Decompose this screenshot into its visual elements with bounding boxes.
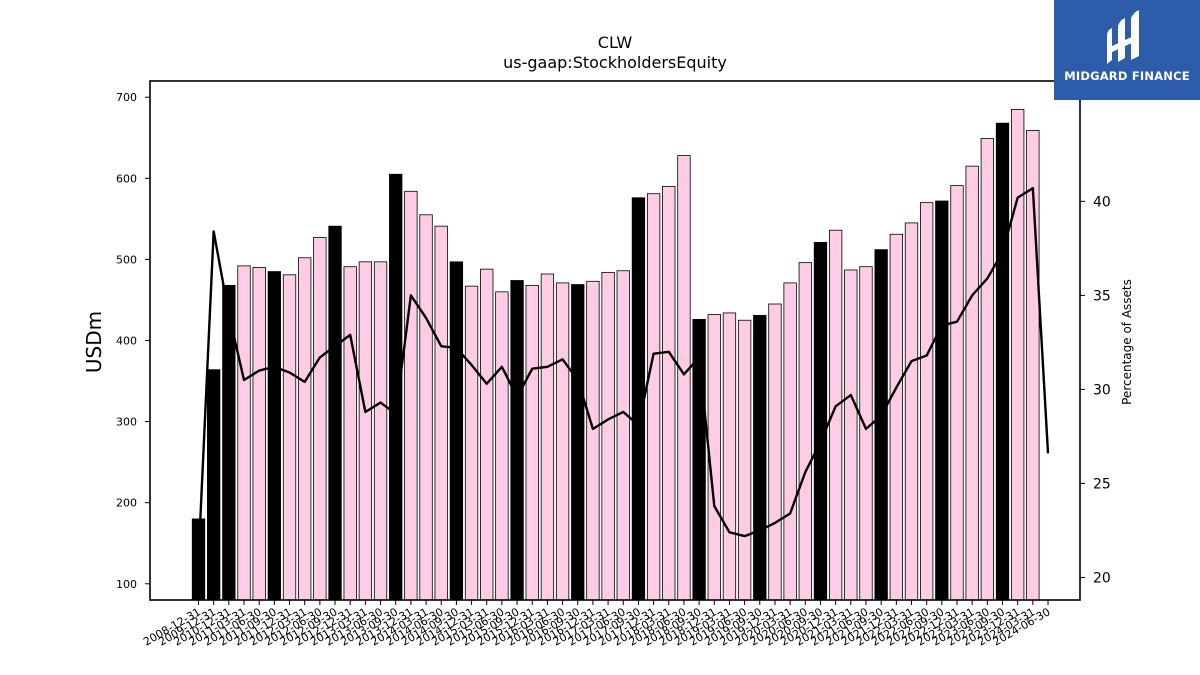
bar [874, 249, 888, 601]
bar [889, 233, 903, 601]
line-series [197, 186, 1050, 559]
y2-axis-label: Percentage of Assets [1120, 279, 1134, 405]
bar [813, 241, 828, 601]
bar [646, 193, 661, 601]
bar [737, 319, 752, 601]
y-tick-label: 300 [116, 416, 137, 429]
bar [859, 266, 873, 601]
bar [540, 273, 555, 601]
y-tick-label: 600 [116, 172, 137, 185]
bar [191, 518, 206, 601]
y-tick-label: 400 [116, 335, 137, 348]
bar [555, 282, 570, 601]
bar [282, 274, 297, 601]
bar [313, 237, 327, 601]
bar [571, 284, 585, 601]
bar [798, 262, 812, 601]
y-axis-left: 100 200 300 400 500 600 700 [116, 91, 150, 591]
bar [753, 314, 767, 601]
bar [328, 225, 342, 601]
y-axis-right: 20 25 30 35 40 [1080, 194, 1111, 586]
bar [904, 222, 919, 601]
bar [267, 271, 282, 601]
y-tick-label: 700 [116, 91, 137, 104]
y-tick-label: 100 [116, 578, 137, 591]
bar [935, 200, 949, 601]
bar [464, 285, 479, 601]
bar [449, 261, 464, 601]
logo-text: MIDGARD FINANCE [1064, 69, 1190, 83]
bar [920, 202, 934, 601]
bar [358, 261, 373, 601]
bar [1011, 108, 1025, 601]
y2-tick-label: 20 [1093, 570, 1111, 586]
bar [510, 280, 524, 601]
bar [298, 257, 312, 601]
bar [662, 186, 676, 601]
bar [434, 225, 448, 601]
y-axis-label: USDm [82, 311, 106, 373]
bar [495, 291, 509, 601]
bar [419, 214, 433, 601]
bar-series [191, 108, 1040, 601]
bar [980, 138, 994, 601]
bar [252, 267, 266, 601]
chart-subtitle: us-gaap:StockholdersEquity [503, 53, 727, 72]
bar [677, 155, 691, 601]
bar [343, 266, 357, 601]
bar [616, 270, 630, 601]
bar [844, 269, 858, 601]
y2-tick-label: 30 [1093, 382, 1111, 398]
bar [207, 369, 221, 601]
bar [373, 261, 388, 601]
bar [783, 282, 797, 601]
bar [586, 280, 600, 601]
bar [995, 122, 1010, 601]
bar [768, 303, 782, 601]
bar [525, 284, 539, 601]
y-tick-label: 500 [116, 253, 137, 266]
y-tick-label: 200 [116, 497, 137, 510]
chart-title: CLW [598, 33, 633, 52]
bar [965, 165, 979, 601]
midgard-logo-icon [1107, 10, 1139, 64]
bar [601, 271, 615, 601]
bar [722, 312, 737, 601]
bar [237, 265, 251, 601]
x-axis: 2008-12-312009-12-312010-12-312011-03-31… [141, 600, 1053, 649]
y2-tick-label: 25 [1093, 476, 1111, 492]
bar [480, 268, 494, 601]
bar [404, 190, 418, 601]
percentage-line [197, 186, 1050, 559]
y2-tick-label: 40 [1093, 194, 1111, 210]
y2-tick-label: 35 [1093, 288, 1111, 304]
bar [950, 185, 964, 601]
midgard-finance-logo: MIDGARD FINANCE [1054, 0, 1200, 100]
